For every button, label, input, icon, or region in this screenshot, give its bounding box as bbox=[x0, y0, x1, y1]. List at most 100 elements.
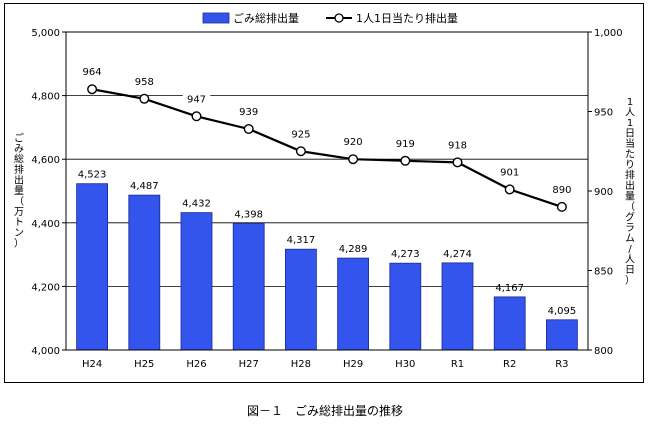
line-point bbox=[400, 155, 411, 166]
axis-title-char: ム bbox=[625, 232, 635, 244]
bar bbox=[76, 183, 108, 351]
axis-title-char: た bbox=[625, 148, 635, 160]
bar-data-label: 4,274 bbox=[443, 249, 472, 260]
line-label-bg bbox=[78, 65, 106, 79]
axis-title-char: ラ bbox=[625, 222, 635, 234]
x-tick-label: H24 bbox=[82, 359, 102, 370]
line-data-label: 925 bbox=[291, 129, 310, 140]
x-tick-label: R3 bbox=[555, 359, 568, 370]
axis-title-char: ご bbox=[14, 132, 24, 145]
y-axis-title-left: ごみ総排出量（万トン） bbox=[14, 132, 24, 250]
y-tick-right: 950 bbox=[594, 108, 613, 119]
y-tick-right: 850 bbox=[594, 267, 613, 278]
axis-title-char: 出 bbox=[625, 179, 635, 192]
x-tick-label: R2 bbox=[503, 359, 516, 370]
axis-title-char: 日 bbox=[625, 128, 635, 139]
line-point bbox=[139, 93, 150, 104]
axis-title-char: ） bbox=[625, 274, 635, 286]
bar-data-label: 4,289 bbox=[339, 244, 368, 255]
legend-line-marker bbox=[334, 13, 344, 23]
bar-data-label: 4,095 bbox=[548, 306, 577, 317]
bar-data-label: 4,273 bbox=[391, 249, 420, 260]
bar-data-label: 4,317 bbox=[287, 235, 316, 246]
bar bbox=[180, 212, 213, 351]
bar bbox=[389, 262, 422, 351]
axis-title-char: 量 bbox=[14, 185, 24, 197]
line-data-label: 918 bbox=[448, 140, 467, 151]
bar bbox=[232, 223, 265, 351]
legend-bar-swatch bbox=[202, 12, 230, 24]
bar bbox=[546, 319, 578, 351]
axis-title-char: （ bbox=[625, 201, 635, 213]
y-tick-left: 4,600 bbox=[31, 155, 60, 166]
x-tick-label: H29 bbox=[343, 359, 363, 370]
axes: 4,000 4,200 4,400 4,600 4,800 5,000 800 850 900 9… bbox=[14, 28, 635, 370]
axis-title-char: み bbox=[14, 144, 24, 155]
axis-title-char: 当 bbox=[625, 137, 635, 150]
line-label-bg bbox=[339, 135, 367, 149]
axis-title-char: 日 bbox=[625, 265, 635, 276]
line-data-label: 920 bbox=[344, 137, 363, 148]
axis-title-char: ン bbox=[14, 228, 24, 239]
axis-title-char: / bbox=[628, 244, 632, 255]
line-data-label: 958 bbox=[135, 77, 154, 88]
legend-bar-label: ごみ総排出量 bbox=[233, 11, 299, 25]
line-data-label: 947 bbox=[187, 94, 206, 105]
bar-data-label: 4,487 bbox=[130, 181, 159, 192]
line-label-bg bbox=[495, 165, 524, 179]
line-point bbox=[87, 84, 98, 95]
axis-title-char: グ bbox=[625, 210, 635, 223]
line-point bbox=[348, 154, 359, 165]
y-tick-left: 4,400 bbox=[31, 219, 60, 230]
axis-title-char: 1 bbox=[627, 97, 633, 108]
bar bbox=[337, 257, 370, 351]
x-tick-label: H28 bbox=[291, 359, 311, 370]
axis-title-char: ） bbox=[14, 238, 24, 250]
bar bbox=[128, 194, 161, 351]
line-data-label: 919 bbox=[396, 139, 415, 150]
axis-title-char: 排 bbox=[14, 163, 24, 176]
line-label-bg bbox=[234, 104, 263, 118]
line-data-label: 890 bbox=[552, 185, 571, 196]
axis-title-char: 人 bbox=[625, 253, 635, 265]
y-axis-title-right: 1人1日当たり排出量（グラム/人日） bbox=[625, 97, 635, 287]
line-label-bg bbox=[130, 74, 159, 88]
y-tick-right: 800 bbox=[594, 346, 613, 357]
legend: ごみ総排出量 1人1日当たり排出量 bbox=[202, 11, 458, 25]
line-label-bg bbox=[443, 138, 472, 152]
figure-caption: 図－１ ごみ総排出量の推移 bbox=[246, 404, 403, 418]
y-tick-left: 4,000 bbox=[31, 346, 60, 357]
line-point bbox=[295, 146, 306, 157]
line-data-label: 901 bbox=[500, 167, 519, 178]
x-tick-label: H30 bbox=[395, 359, 415, 370]
line-data-label: 964 bbox=[83, 67, 102, 78]
bar-data-label: 4,432 bbox=[182, 199, 211, 210]
line-point bbox=[504, 184, 515, 195]
plot-border bbox=[65, 31, 589, 351]
chart-svg: 4,523 4,487 4,432 4,398 4,317 4,289 4,273 4,274… bbox=[14, 11, 635, 370]
y-tick-right: 900 bbox=[594, 187, 613, 198]
axis-title-char: 人 bbox=[625, 106, 635, 118]
x-tick-label: H26 bbox=[186, 359, 206, 370]
axis-title-char: り bbox=[625, 159, 635, 171]
line-label-bg bbox=[548, 182, 576, 196]
x-tick-label: R1 bbox=[451, 359, 464, 370]
line-label-bg bbox=[391, 136, 420, 150]
bar-data-label: 4,167 bbox=[495, 283, 524, 294]
axis-title-char: （ bbox=[14, 196, 24, 208]
axis-title-char: ト bbox=[14, 218, 24, 229]
chart-frame: 4,523 4,487 4,432 4,398 4,317 4,289 4,273 4,274… bbox=[4, 3, 644, 383]
line-label-bg bbox=[287, 127, 315, 141]
y-tick-right: 1,000 bbox=[594, 28, 623, 39]
x-tick-label: H25 bbox=[134, 359, 154, 370]
bar bbox=[493, 296, 526, 351]
bar bbox=[441, 262, 474, 351]
line-point bbox=[452, 157, 463, 168]
line-point bbox=[243, 123, 254, 134]
axis-title-char: 出 bbox=[14, 174, 24, 187]
line-point bbox=[191, 111, 202, 122]
line-point bbox=[556, 201, 567, 212]
y-tick-left: 5,000 bbox=[31, 28, 60, 39]
line-path bbox=[91, 88, 563, 208]
axis-title-char: 排 bbox=[625, 168, 635, 181]
